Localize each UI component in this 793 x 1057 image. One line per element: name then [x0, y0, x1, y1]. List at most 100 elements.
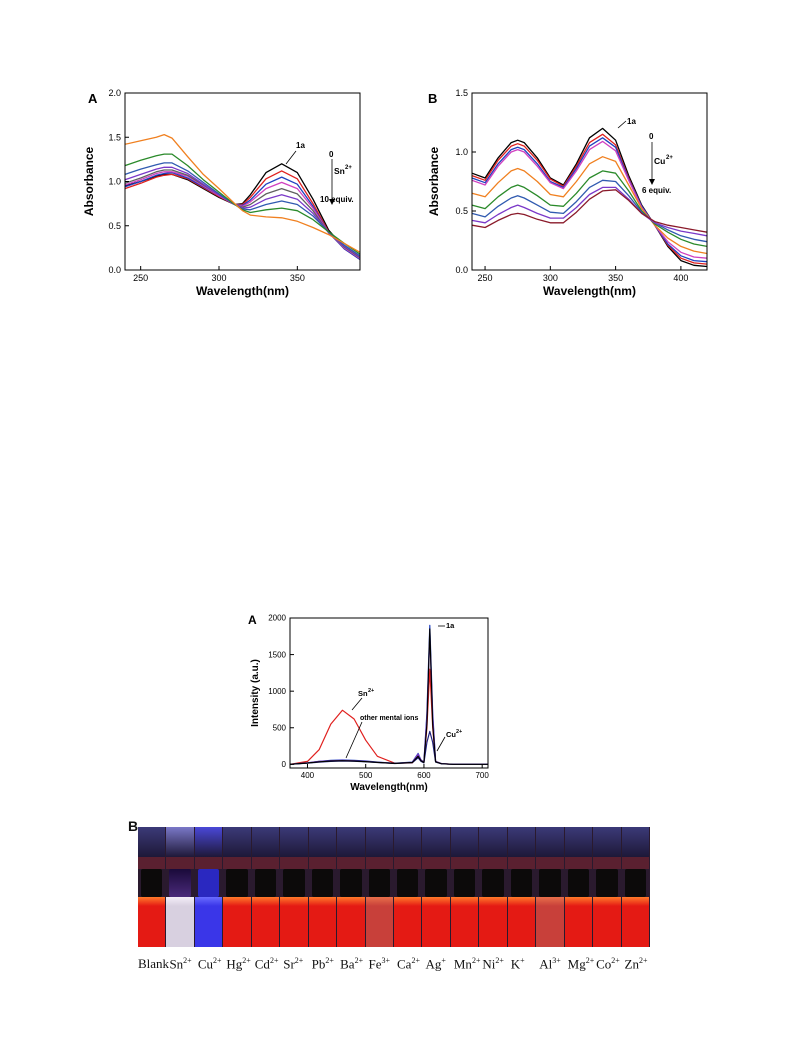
vial-label-ion: Al — [539, 956, 553, 972]
vial-label-ion: Fe — [368, 956, 382, 972]
vial-solution — [166, 897, 194, 947]
vial-meniscus — [197, 869, 220, 897]
vial-meniscus — [596, 869, 618, 897]
vial-neck — [280, 857, 308, 869]
vial-solution — [223, 897, 251, 947]
fluorescence-chart: A 400 500 600 700 0 500 1000 1500 2000 Wavelength… — [248, 613, 489, 793]
annotation-leader — [351, 697, 363, 711]
vial-solution — [450, 897, 479, 947]
vial-label: Zn2+ — [625, 956, 648, 972]
annotation-leader — [285, 150, 297, 165]
y-tick-label: 1000 — [268, 687, 286, 696]
series-line-4 — [289, 628, 488, 765]
vial-label: Hg2+ — [226, 956, 250, 972]
vial-label-charge: 2+ — [325, 956, 334, 965]
vial-cap-top — [251, 827, 280, 857]
vial-meniscus — [283, 869, 305, 897]
vial — [138, 827, 166, 947]
vial — [536, 827, 564, 947]
vial-label-charge: 3+ — [552, 956, 561, 965]
vial-labels: Blank Sn2+ Cu2+ Hg2+ Cd2+ Sr2+ Pb2+ Ba2+ Fe3+ Ca2… — [138, 956, 680, 978]
vial-meniscus — [311, 869, 334, 897]
annotation-leader — [436, 736, 446, 752]
vial-meniscus — [539, 869, 561, 897]
x-tick-label: 600 — [417, 771, 431, 780]
x-axis-label: Wavelength(nm) — [196, 284, 289, 298]
vial-neck — [138, 857, 166, 869]
vial-label: K+ — [511, 956, 525, 972]
vial-cap-top — [166, 827, 194, 857]
x-tick-label: 400 — [301, 771, 315, 780]
y-tick-label: 1.0 — [455, 147, 468, 157]
vial-solution — [365, 897, 393, 947]
x-tick-label: 250 — [133, 273, 148, 283]
vial-label-charge: 3+ — [381, 956, 391, 965]
vial-cap-top — [223, 827, 251, 857]
vial-solution — [337, 897, 365, 947]
vial-solution — [394, 897, 422, 947]
vial-label-ion: Cd — [254, 956, 270, 972]
vial-neck — [422, 857, 450, 869]
uv-sn-plot-area: 250 300 350 0.0 0.5 1.0 1.5 2.0 Wavelength(nm) Ab… — [82, 88, 361, 298]
y-tick-label: 0.0 — [108, 265, 121, 275]
uv-cu-plot-area: 250 300 350 400 0.0 0.5 1.0 1.5 Wavelength(nm) Ab… — [427, 88, 708, 298]
vial — [365, 827, 393, 947]
vial-cap-top — [536, 827, 564, 857]
x-tick-label: 300 — [211, 273, 226, 283]
vial-cap-top — [138, 827, 166, 857]
series-line-2 — [471, 137, 708, 263]
vial-label: Ni2+ — [482, 956, 504, 972]
y-tick-label: 0.5 — [455, 206, 468, 216]
vials-photo — [138, 827, 650, 947]
vial-label-ion: Mn — [453, 956, 472, 972]
vial-cap-top — [593, 827, 621, 857]
vial-label-charge: 2+ — [611, 956, 620, 965]
vial — [394, 827, 422, 947]
vial-label-ion: Hg — [226, 956, 243, 972]
vial-label: Sr2+ — [283, 956, 303, 972]
y-tick-label: 0.0 — [455, 265, 468, 275]
vial-cap-top — [308, 827, 337, 857]
annotation-leader — [617, 120, 627, 129]
vial-label-ion: Pb — [311, 956, 326, 972]
vial-meniscus — [368, 869, 390, 897]
annotation-cu-charge: 2+ — [456, 729, 462, 735]
vial-label-ion: Ag — [425, 956, 442, 972]
panel-letter-a: A — [88, 91, 98, 106]
series-line-3 — [124, 171, 361, 260]
vial-label-charge: 2+ — [269, 956, 279, 965]
vial-cap-top — [621, 827, 649, 857]
vial — [337, 827, 365, 947]
annotation-start: 0 — [329, 150, 334, 159]
vial-neck — [564, 857, 593, 869]
panel-letter-fl-a: A — [248, 613, 257, 627]
vial-meniscus — [567, 869, 590, 897]
y-tick-label: 0.5 — [108, 221, 121, 231]
annotation-other-ions: other mental ions — [360, 715, 418, 722]
x-tick-label: 350 — [608, 273, 623, 283]
x-tick-label: 700 — [475, 771, 489, 780]
series-line-1 — [289, 624, 488, 765]
vial-label-charge: 2+ — [639, 956, 648, 965]
y-tick-label: 2.0 — [108, 88, 121, 98]
vial-meniscus — [453, 869, 476, 897]
panel-letter-photo: B — [128, 818, 139, 834]
y-axis-label: Intensity (a.u.) — [250, 659, 261, 727]
vial-cap-top — [479, 827, 507, 857]
vial-label-ion: Ca — [397, 956, 412, 972]
vial-label-charge: 2+ — [585, 956, 595, 965]
vial-label: Ag+ — [425, 956, 445, 972]
vial-meniscus — [397, 869, 419, 897]
x-tick-label: 400 — [673, 273, 688, 283]
y-tick-label: 2000 — [268, 614, 286, 623]
annotation-1a: 1a — [296, 141, 305, 150]
vial — [479, 827, 507, 947]
vial-neck — [507, 857, 536, 869]
annotation-ion: Cu — [654, 156, 665, 166]
vial-label: Sn2+ — [169, 956, 191, 972]
vial-solution — [507, 897, 536, 947]
vial-meniscus — [510, 869, 533, 897]
vial-solution — [422, 897, 450, 947]
vial-label-charge: 2+ — [495, 956, 504, 965]
vial-label-ion: Co — [596, 956, 612, 972]
